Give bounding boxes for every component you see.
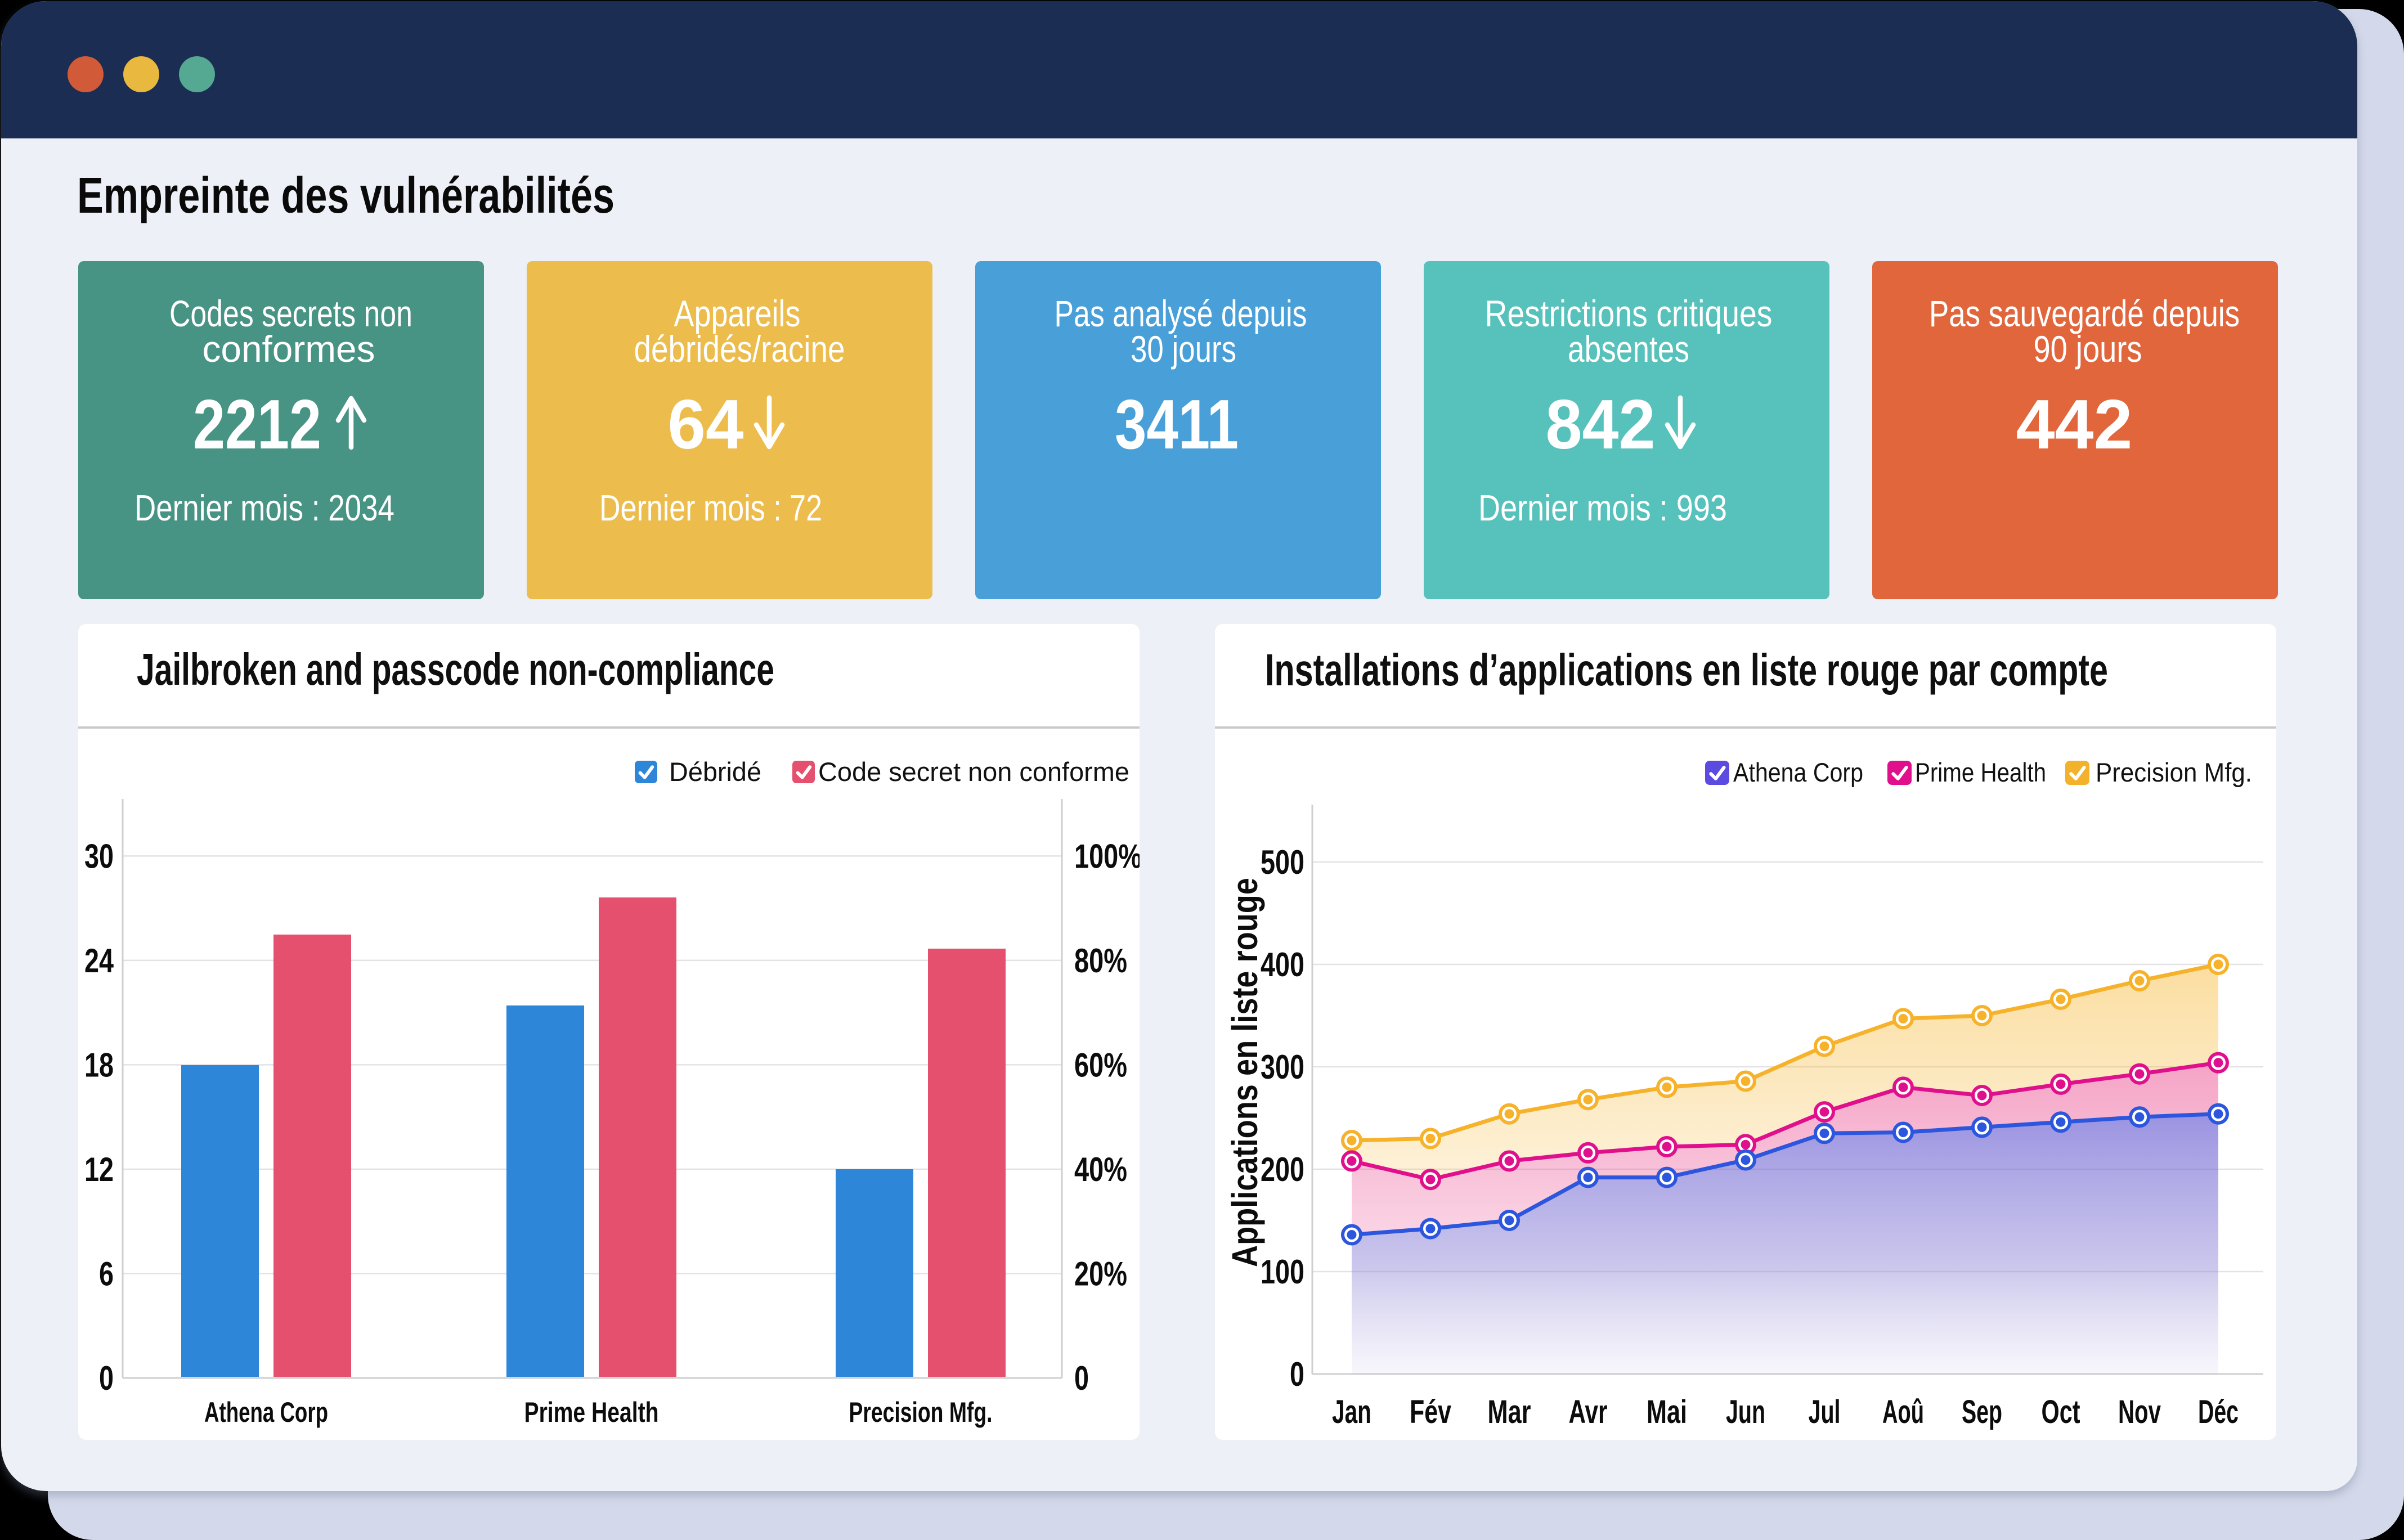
svg-text:0: 0 (1290, 1355, 1304, 1393)
svg-text:Jan: Jan (1332, 1394, 1371, 1430)
svg-text:40%: 40% (1074, 1151, 1127, 1188)
svg-text:Nov: Nov (2118, 1394, 2161, 1430)
svg-text:0: 0 (99, 1359, 114, 1397)
svg-text:Empreinte des vulnérabilités: Empreinte des vulnérabilités (77, 168, 615, 224)
svg-text:Code secret non conforme: Code secret non conforme (818, 757, 1129, 787)
svg-text:Mai: Mai (1647, 1394, 1687, 1430)
svg-text:30: 30 (84, 837, 114, 875)
svg-text:Fév: Fév (1410, 1394, 1451, 1430)
svg-text:Prime Health: Prime Health (1915, 757, 2046, 787)
svg-text:Jun: Jun (1726, 1394, 1765, 1430)
svg-text:Prime Health: Prime Health (524, 1397, 659, 1428)
svg-text:Applications en liste rouge: Applications en liste rouge (1225, 878, 1265, 1267)
svg-text:80%: 80% (1074, 942, 1127, 980)
svg-text:12: 12 (84, 1151, 114, 1188)
svg-text:Débridé: Débridé (669, 757, 761, 787)
svg-text:24: 24 (84, 942, 114, 980)
svg-text:Jul: Jul (1809, 1394, 1841, 1430)
svg-text:100%: 100% (1074, 837, 1140, 875)
svg-text:Precision Mfg.: Precision Mfg. (849, 1397, 993, 1428)
svg-text:Sep: Sep (1962, 1394, 2002, 1430)
svg-text:0: 0 (1074, 1359, 1089, 1397)
svg-text:Precision Mfg.: Precision Mfg. (2096, 757, 2252, 787)
svg-text:Avr: Avr (1569, 1394, 1608, 1430)
svg-text:Mar: Mar (1488, 1394, 1531, 1430)
svg-text:Athena Corp: Athena Corp (1733, 757, 1863, 787)
svg-text:500: 500 (1261, 843, 1304, 881)
svg-text:Oct: Oct (2042, 1394, 2080, 1430)
svg-text:Athena Corp: Athena Corp (204, 1397, 328, 1428)
svg-text:300: 300 (1261, 1048, 1304, 1086)
svg-text:18: 18 (84, 1046, 114, 1084)
svg-text:100: 100 (1261, 1253, 1304, 1291)
svg-text:400: 400 (1261, 946, 1304, 984)
svg-text:60%: 60% (1074, 1046, 1127, 1084)
svg-text:20%: 20% (1074, 1255, 1127, 1293)
svg-text:Jailbroken and passcode non-co: Jailbroken and passcode non-compliance (137, 644, 774, 694)
svg-text:200: 200 (1261, 1151, 1304, 1188)
svg-text:Déc: Déc (2198, 1394, 2239, 1430)
svg-text:Installations d’applications e: Installations d’applications en liste ro… (1265, 645, 2108, 695)
svg-text:Aoû: Aoû (1882, 1394, 1924, 1430)
svg-text:6: 6 (99, 1255, 114, 1293)
